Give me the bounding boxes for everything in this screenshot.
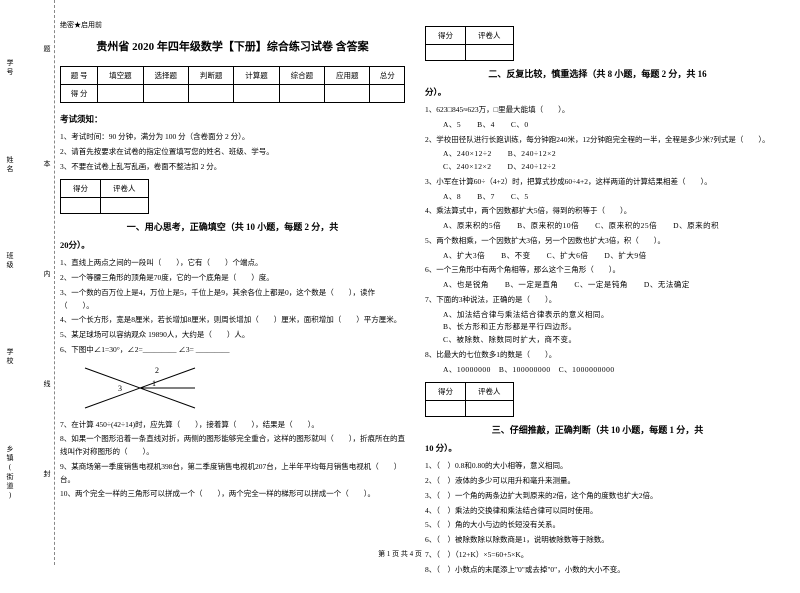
label-class: 班级 xyxy=(5,252,15,270)
q3-6: 6、（ ）被除数除以除数商是1，说明被除数等于除数。 xyxy=(425,534,770,547)
label-town: 乡镇(街道) xyxy=(5,445,15,501)
label-name: 姓名 xyxy=(5,156,15,174)
q2-6: 6、一个三角形中有两个角相等，那么这个三角形（ ）。 xyxy=(425,264,770,277)
cell-empty xyxy=(370,85,405,103)
q2-6-opts: A、也是锐角 B、一定是直角 C、一定是钝角 D、无法确定 xyxy=(425,279,770,292)
cell-header: 判断题 xyxy=(188,67,233,85)
cell-empty xyxy=(188,85,233,103)
angle-label-1: 1 xyxy=(152,379,156,388)
cell-header: 计算题 xyxy=(234,67,279,85)
cell-empty xyxy=(466,45,514,61)
q1-10: 10、两个完全一样的三角形可以拼成一个（ ），两个完全一样的梯形可以拼成一个（ … xyxy=(60,488,405,501)
page-footer: 第 1 页 共 4 页 xyxy=(0,549,800,559)
cell-empty xyxy=(426,45,466,61)
q3-3: 3、（ ）一个角的两条边扩大到原来的2倍，这个角的度数也扩大2倍。 xyxy=(425,490,770,503)
table-row: 得 分 xyxy=(61,85,405,103)
section1-title: 一、用心思考，正确填空（共 10 小题，每题 2 分，共 xyxy=(60,220,405,233)
seal-char-4: 线 xyxy=(42,380,52,395)
q2-7-opts: A、加法结合律与乘法结合律表示的意义相同。 B、长方形和正方形都是平行四边形。 … xyxy=(425,309,770,347)
notice-title: 考试须知： xyxy=(60,113,405,125)
q2-8-opts: A、10000000 B、100000000 C、1000000000 xyxy=(425,364,770,377)
q1-6: 6、下图中∠1=30°，∠2=_________ ∠3= _________ xyxy=(60,344,405,357)
cell-empty xyxy=(325,85,370,103)
q3-4: 4、（ ）乘法的交换律和乘法结合律可以同时使用。 xyxy=(425,505,770,518)
cell-empty xyxy=(101,198,149,214)
seal-char-2: 本 xyxy=(42,160,52,175)
cell-empty xyxy=(61,198,101,214)
grader-box-1: 得分评卷人 xyxy=(60,179,149,214)
table-row: 题 号 填空题 选择题 判断题 计算题 综合题 应用题 总分 xyxy=(61,67,405,85)
exam-title: 贵州省 2020 年四年级数学【下册】综合练习试卷 含答案 xyxy=(60,38,405,54)
seal-char-3: 内 xyxy=(42,270,52,285)
q3-5: 5、（ ）角的大小与边的长短没有关系。 xyxy=(425,519,770,532)
q2-1: 1、623□845≈623万，□里最大能填（ ）。 xyxy=(425,104,770,117)
label-student-id: 学号 xyxy=(5,59,15,77)
angle-label-2: 2 xyxy=(155,366,159,375)
q1-7: 7、在计算 450÷(42÷14)时，应先算（ ），接着算（ ），结果是（ ）。 xyxy=(60,419,405,432)
grader-box-2: 得分评卷人 xyxy=(425,26,514,61)
grader-label: 评卷人 xyxy=(101,180,149,198)
score-label: 得分 xyxy=(426,27,466,45)
section2-points: 分）。 xyxy=(425,86,770,98)
q1-4: 4、一个长方形，宽是8厘米，若长增加8厘米，则周长增加（ ）厘米，面积增加（ ）… xyxy=(60,314,405,327)
section3-points: 10 分）。 xyxy=(425,442,770,454)
left-column: 绝密★启用前 贵州省 2020 年四年级数学【下册】综合练习试卷 含答案 题 号… xyxy=(60,20,405,578)
cell-header: 应用题 xyxy=(325,67,370,85)
cell-empty xyxy=(466,401,514,417)
q1-3: 3、一个数的百万位上是4，万位上是5，千位上是9，其余各位上都是0，这个数是（ … xyxy=(60,287,405,313)
section1-points: 20分）。 xyxy=(60,239,405,251)
q2-4-opts: A、原来积的5倍 B、原来积的10倍 C、原来积的25倍 D、原来的积 xyxy=(425,220,770,233)
score-summary-table: 题 号 填空题 选择题 判断题 计算题 综合题 应用题 总分 得 分 xyxy=(60,66,405,103)
notice-item-2: 2、请首先按要求在试卷的指定位置填写您的姓名、班级、学号。 xyxy=(60,146,405,159)
cell-empty xyxy=(426,401,466,417)
page-content: 绝密★启用前 贵州省 2020 年四年级数学【下册】综合练习试卷 含答案 题 号… xyxy=(0,0,800,593)
q2-2-opts: A、240×12÷2 B、240÷12×2 C、240×12×2 D、240÷1… xyxy=(425,148,770,174)
cell-empty xyxy=(234,85,279,103)
q1-5: 5、某足球场可以容纳观众 19890人，大约是（ ）人。 xyxy=(60,329,405,342)
section2-title: 二、反复比较，慎重选择（共 8 小题，每题 2 分，共 16 xyxy=(425,67,770,80)
label-school: 学校 xyxy=(5,348,15,366)
q3-2: 2、（ ）液体的多少可以用升和毫升来测量。 xyxy=(425,475,770,488)
q1-8: 8、如果一个图形沿着一条直线对折，两侧的图形能够完全重合，这样的图形就叫（ ），… xyxy=(60,433,405,459)
score-label: 得分 xyxy=(426,383,466,401)
cell-empty xyxy=(98,85,143,103)
q2-3: 3、小军在计算60÷（4+2）时，把算式抄成60÷4+2，这样两道的计算结果相差… xyxy=(425,176,770,189)
cell-header: 填空题 xyxy=(98,67,143,85)
score-label: 得分 xyxy=(61,180,101,198)
angle-label-3: 3 xyxy=(118,384,122,393)
cell-header: 题 号 xyxy=(61,67,98,85)
cell-header: 总分 xyxy=(370,67,405,85)
seal-char-1: 题 xyxy=(42,45,52,60)
grader-label: 评卷人 xyxy=(466,383,514,401)
cell-header: 选择题 xyxy=(143,67,188,85)
q1-2: 2、一个等腰三角形的顶角是70度，它的一个底角是（ ）度。 xyxy=(60,272,405,285)
notice-item-1: 1、考试时间：90 分钟，满分为 100 分（含卷面分 2 分）。 xyxy=(60,131,405,144)
notice-item-3: 3、不要在试卷上乱写乱画，卷面不整洁扣 2 分。 xyxy=(60,161,405,174)
section3-title: 三、仔细推敲，正确判断（共 10 小题，每题 1 分，共 xyxy=(425,423,770,436)
angle-diagram: 2 3 1 xyxy=(80,363,200,413)
q2-7: 7、下面的3种说法，正确的是（ ）。 xyxy=(425,294,770,307)
q2-2: 2、学校田径队进行长跑训练，每分钟跑240米，12分钟跑完全程的一半，全程是多少… xyxy=(425,134,770,147)
q2-3-opts: A、8 B、7 C、5 xyxy=(425,191,770,204)
seal-char-5: 封 xyxy=(42,470,52,485)
q2-4: 4、乘法算式中，两个因数都扩大5倍，得到的积等于（ ）。 xyxy=(425,205,770,218)
q1-1: 1、直线上两点之间的一段叫（ ），它有（ ）个端点。 xyxy=(60,257,405,270)
cell-empty xyxy=(143,85,188,103)
q3-8: 8、（ ）小数点的末尾添上"0"或去掉"0"，小数的大小不变。 xyxy=(425,564,770,577)
confidential-label: 绝密★启用前 xyxy=(60,20,405,30)
binding-margin: 学号 姓名 班级 学校 乡镇(街道) 题 本 内 线 封 xyxy=(0,0,55,565)
q2-5-opts: A、扩大3倍 B、不变 C、扩大6倍 D、扩大9倍 xyxy=(425,250,770,263)
right-column: 得分评卷人 二、反复比较，慎重选择（共 8 小题，每题 2 分，共 16 分）。… xyxy=(425,20,770,578)
q2-8: 8、比最大的七位数多1的数是（ ）。 xyxy=(425,349,770,362)
cell-empty xyxy=(279,85,324,103)
q3-1: 1、（ ）0.8和0.80的大小相等，意义相同。 xyxy=(425,460,770,473)
grader-box-3: 得分评卷人 xyxy=(425,382,514,417)
margin-labels-container: 学号 姓名 班级 学校 乡镇(街道) xyxy=(5,20,15,540)
cell-score-label: 得 分 xyxy=(61,85,98,103)
grader-label: 评卷人 xyxy=(466,27,514,45)
q2-1-opts: A、5 B、4 C、0 xyxy=(425,119,770,132)
q1-9: 9、某商场第一季度销售电视机398台，第二季度销售电视机207台，上半年平均每月… xyxy=(60,461,405,487)
q2-5: 5、两个数相乘，一个因数扩大3倍，另一个因数也扩大3倍，积（ ）。 xyxy=(425,235,770,248)
cell-header: 综合题 xyxy=(279,67,324,85)
